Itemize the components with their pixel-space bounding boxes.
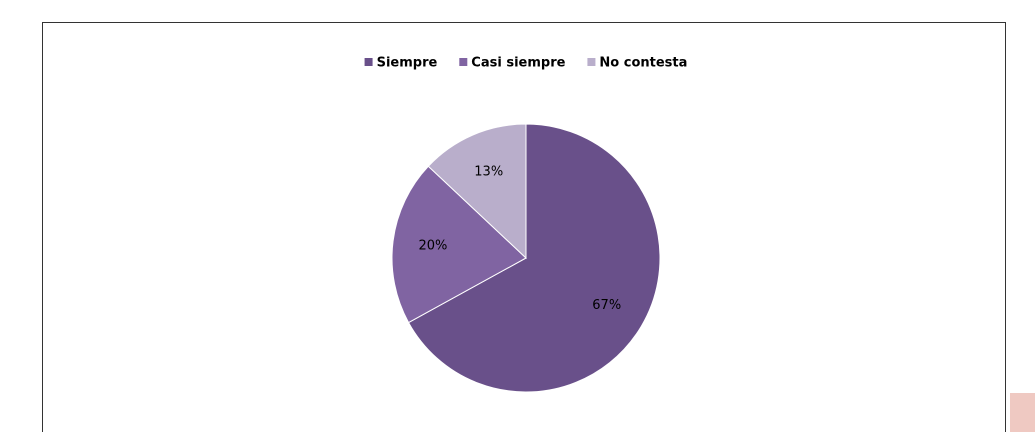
side-decoration — [1010, 393, 1035, 432]
legend-label: No contesta — [599, 56, 687, 71]
legend-swatch — [459, 58, 468, 66]
data-label: 67% — [592, 298, 621, 313]
data-label: 20% — [418, 239, 447, 254]
legend: Siempre Casi siempre No contesta — [364, 56, 687, 71]
pie-slice — [391, 165, 527, 324]
legend-swatch — [364, 58, 373, 66]
pie-slice — [407, 123, 661, 393]
legend-label: Siempre — [377, 56, 438, 71]
legend-swatch — [587, 58, 596, 66]
pie-slice — [427, 123, 527, 260]
legend-label: Casi siempre — [471, 56, 565, 71]
data-label: 13% — [474, 164, 503, 179]
